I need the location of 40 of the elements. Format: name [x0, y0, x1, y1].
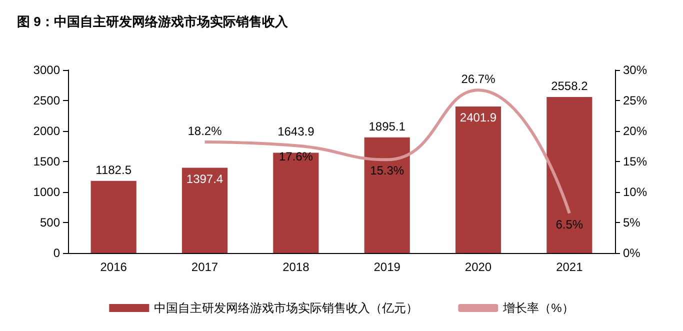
data-label: 6.5%	[556, 217, 584, 232]
y-tick-label: 500	[40, 216, 60, 230]
bar	[364, 137, 410, 253]
y-tick-label: 1500	[33, 154, 60, 168]
y-tick-label: 0	[53, 246, 60, 260]
y-tick-label: 3000	[33, 63, 60, 77]
x-tick-label: 2016	[100, 260, 128, 274]
y2-tick-label: 10%	[623, 185, 648, 199]
y2-tick-label: 30%	[623, 63, 648, 77]
x-tick-label: 2021	[556, 260, 584, 274]
y-tick-label: 2000	[33, 124, 60, 138]
x-tick-label: 2020	[464, 260, 492, 274]
x-tick-label: 2019	[374, 260, 401, 274]
data-label: 1895.1	[368, 119, 406, 134]
data-label: 26.7%	[461, 72, 496, 86]
chart-title: 图 9：中国自主研发网络游戏市场实际销售收入	[17, 14, 289, 29]
data-label: 2401.9	[460, 110, 497, 124]
data-label: 18.2%	[188, 124, 222, 138]
bar	[90, 180, 136, 253]
data-label: 1397.4	[186, 172, 224, 186]
x-tick-label: 2017	[191, 260, 218, 274]
y-tick-label: 1000	[33, 185, 60, 199]
data-label: 15.3%	[370, 164, 404, 178]
y-tick-label: 2500	[33, 94, 60, 108]
x-tick-label: 2018	[282, 260, 310, 274]
data-label: 17.6%	[278, 150, 314, 164]
y2-tick-label: 15%	[623, 154, 648, 168]
y2-tick-label: 0%	[623, 246, 641, 260]
legend-label: 增长率（%）	[502, 301, 574, 315]
bar	[273, 152, 319, 253]
y2-tick-label: 5%	[623, 216, 641, 230]
data-label: 1643.9	[278, 124, 315, 139]
data-label: 1182.5	[96, 162, 132, 177]
y2-tick-label: 25%	[623, 94, 648, 108]
bar	[546, 96, 592, 253]
bar	[455, 106, 502, 253]
data-label: 2558.2	[551, 78, 588, 93]
y2-tick-label: 20%	[623, 124, 648, 138]
bar	[182, 168, 228, 253]
legend-label: 中国自主研发网络游戏市场实际销售收入（亿元）	[154, 301, 418, 315]
